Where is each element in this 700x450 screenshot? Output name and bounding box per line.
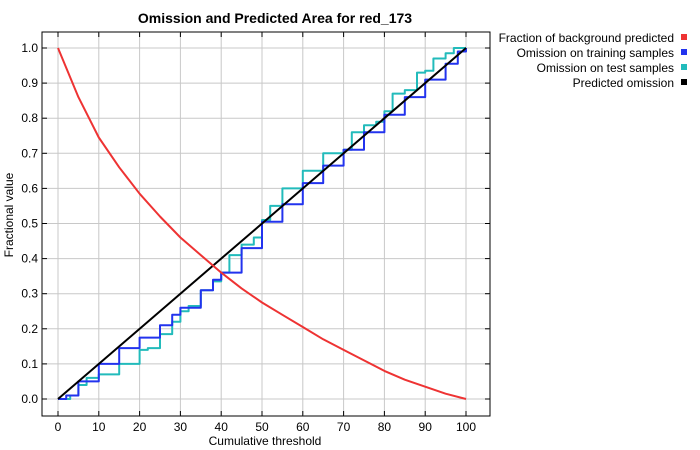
x-tick-label: 80 [378,420,392,434]
y-tick-label: 0.5 [21,217,38,231]
x-tick-label: 10 [92,420,106,434]
x-tick-label: 50 [255,420,269,434]
series-line-3 [57,47,467,400]
series-line-1 [58,48,467,400]
series-layer [57,47,467,400]
y-tick-label: 0.3 [21,287,38,301]
x-tick-label: 100 [456,420,476,434]
x-tick-label: 90 [419,420,433,434]
x-tick-label: 20 [133,420,147,434]
y-tick-label: 0.8 [21,111,38,125]
x-axis-label: Cumulative threshold [209,434,322,448]
legend-label: Omission on test samples [537,61,674,75]
y-tick-label: 0.1 [21,357,38,371]
legend: Fraction of background predictedOmission… [499,31,687,90]
x-tick-label: 70 [337,420,351,434]
legend-swatch [681,34,687,40]
legend-swatch [681,79,687,85]
y-tick-label: 0.0 [21,392,38,406]
y-tick-label: 1.0 [21,41,38,55]
y-tick-label: 0.7 [21,146,38,160]
x-tick-label: 30 [174,420,188,434]
x-tick-label: 0 [55,420,62,434]
y-tick-label: 0.2 [21,322,38,336]
legend-swatch [681,49,687,55]
legend-swatch [681,64,687,70]
series-line-0 [57,47,467,400]
y-tick-label: 0.4 [21,252,38,266]
y-tick-label: 0.9 [21,76,38,90]
x-tick-label: 40 [215,420,229,434]
y-axis-label: Fractional value [2,172,16,257]
chart-title: Omission and Predicted Area for red_173 [138,10,412,26]
legend-label: Fraction of background predicted [499,31,674,45]
x-tick-label: 60 [296,420,310,434]
axis-ticks: 0 10 20 30 40 50 60 70 80 90 100 0.0 0.1 0.2 0.3 0.4 0.5… [21,32,490,434]
legend-label: Omission on training samples [517,46,674,60]
y-tick-label: 0.6 [21,181,38,195]
legend-label: Predicted omission [573,76,674,90]
